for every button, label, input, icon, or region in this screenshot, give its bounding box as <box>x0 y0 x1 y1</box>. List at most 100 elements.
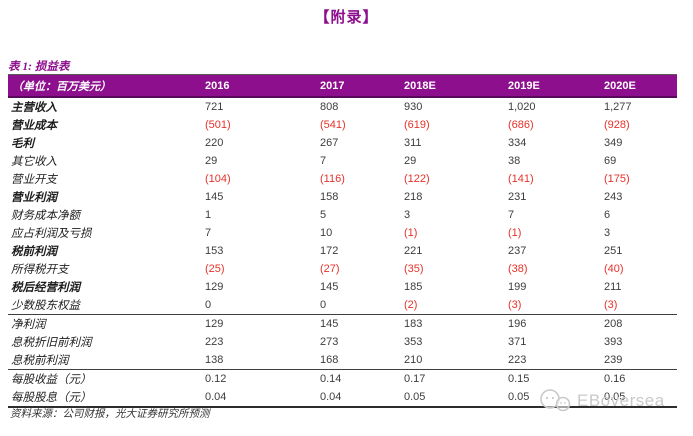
value-cell: 7 <box>508 209 515 221</box>
table-row: 息税前利润 138 168 210 223 239 <box>8 351 677 370</box>
source-note: 资料来源：公司财报，光大证券研究所预测 <box>10 409 210 420</box>
value-cell: 349 <box>604 137 623 149</box>
table-row: 营业成本 (501) (541) (619) (686) (928) <box>8 116 677 134</box>
column-header-2017: 2017 <box>320 74 404 98</box>
value-cell: 29 <box>404 155 417 167</box>
value-cell: 0.04 <box>205 388 320 408</box>
value-cell: 930 <box>404 101 423 113</box>
value-cell: 0.05 <box>604 388 677 408</box>
value-cell: 211 <box>604 281 622 293</box>
income-statement-table: （单位：百万美元） 2016 2017 2018E 2019E 2020E 主营… <box>8 74 677 408</box>
row-label: 应占利润及亏损 <box>11 228 92 240</box>
value-cell: 145 <box>205 191 224 203</box>
value-cell: (35) <box>404 263 424 275</box>
page-title: 【附录】 <box>314 9 379 26</box>
value-cell: 138 <box>205 351 320 370</box>
value-cell: 29 <box>205 155 218 167</box>
value-cell: 172 <box>320 245 339 257</box>
value-cell: 220 <box>205 137 224 149</box>
value-cell: 199 <box>508 281 527 293</box>
value-cell: 237 <box>508 245 527 257</box>
row-label: 营业利润 <box>11 192 57 204</box>
value-cell: (175) <box>604 173 630 185</box>
table-row: 息税折旧前利润 223 273 353 371 393 <box>8 333 677 351</box>
table-row: 营业利润 145 158 218 231 243 <box>8 188 677 206</box>
value-cell: 1 <box>205 209 212 221</box>
value-cell: 196 <box>508 318 527 330</box>
header-row: （单位：百万美元） 2016 2017 2018E 2019E 2020E <box>8 74 677 98</box>
value-cell: (141) <box>508 173 534 185</box>
value-cell: 0.05 <box>404 388 508 408</box>
row-label: 税前利润 <box>11 246 57 258</box>
value-cell: 3 <box>604 227 611 239</box>
value-cell: (116) <box>320 173 345 185</box>
row-label: 主营收入 <box>11 102 57 114</box>
value-cell: 7 <box>205 227 212 239</box>
value-cell: 145 <box>320 281 339 293</box>
value-cell: 1,020 <box>508 101 536 113</box>
table-row: 每股股息（元） 0.04 0.04 0.05 0.05 0.05 <box>8 388 677 408</box>
value-cell: 7 <box>320 155 327 167</box>
value-cell: (928) <box>604 119 630 131</box>
table-row: 税前利润 153 172 221 237 251 <box>8 242 677 260</box>
value-cell: 153 <box>205 245 224 257</box>
value-cell: 0.16 <box>604 373 626 385</box>
table-row: 每股收益（元） 0.12 0.14 0.17 0.15 0.16 <box>8 370 677 389</box>
table-row: 主营收入 721 808 930 1,020 1,277 <box>8 97 677 116</box>
value-cell: (501) <box>205 119 231 131</box>
table-caption: 表 1: 损益表 <box>8 61 70 73</box>
value-cell: 0.14 <box>320 373 342 385</box>
row-label: 息税折旧前利润 <box>11 337 92 349</box>
value-cell: 0.04 <box>320 388 404 408</box>
row-label: 营业开支 <box>11 174 57 186</box>
value-cell: 5 <box>320 209 327 221</box>
row-label: 营业成本 <box>11 120 57 132</box>
table-row: 所得税开支 (25) (27) (35) (38) (40) <box>8 260 677 278</box>
value-cell: 129 <box>205 318 224 330</box>
row-label: 每股股息（元） <box>8 388 205 408</box>
table-row: 少数股东权益 0 0 (2) (3) (3) <box>8 296 677 315</box>
value-cell: 0.05 <box>508 388 604 408</box>
value-cell: 0.12 <box>205 373 227 385</box>
value-cell: 267 <box>320 137 339 149</box>
row-label: 毛利 <box>11 138 34 150</box>
value-cell: 129 <box>205 281 224 293</box>
table-row: 应占利润及亏损 7 10 (1) (1) 3 <box>8 224 677 242</box>
table-row: 营业开支 (104) (116) (122) (141) (175) <box>8 170 677 188</box>
value-cell: 243 <box>604 191 623 203</box>
row-label: 税后经营利润 <box>11 282 80 294</box>
table-row: 净利润 129 145 183 196 208 <box>8 315 677 334</box>
column-header-2018e: 2018E <box>404 74 508 98</box>
row-label: 息税前利润 <box>8 351 205 370</box>
value-cell: 353 <box>404 336 423 348</box>
value-cell: 145 <box>320 318 339 330</box>
value-cell: (38) <box>508 263 528 275</box>
value-cell: 273 <box>320 336 339 348</box>
table-row: 财务成本净额 1 5 3 7 6 <box>8 206 677 224</box>
value-cell: 334 <box>508 137 527 149</box>
table-row: 毛利 220 267 311 334 349 <box>8 134 677 152</box>
column-header-2019e: 2019E <box>508 74 604 98</box>
table-body: 主营收入 721 808 930 1,020 1,277 营业成本 (501) (541) (61… <box>8 97 677 408</box>
value-cell: 185 <box>404 281 423 293</box>
unit-label: （单位：百万美元） <box>8 74 205 98</box>
value-cell: 0.15 <box>508 373 530 385</box>
row-label: 净利润 <box>11 319 46 331</box>
value-cell: 231 <box>508 191 527 203</box>
value-cell: (619) <box>404 119 430 131</box>
value-cell: 0.17 <box>404 373 426 385</box>
value-cell: (122) <box>404 173 430 185</box>
row-label: 每股收益（元） <box>11 374 92 386</box>
value-cell: 218 <box>404 191 423 203</box>
value-cell: (1) <box>404 227 418 239</box>
value-cell: 158 <box>320 191 339 203</box>
value-cell: 168 <box>320 351 404 370</box>
row-label: 所得税开支 <box>11 264 69 276</box>
value-cell: 6 <box>604 209 611 221</box>
value-cell: 208 <box>604 318 623 330</box>
value-cell: 808 <box>320 101 339 113</box>
value-cell: 221 <box>404 245 423 257</box>
value-cell: 239 <box>604 351 677 370</box>
column-header-2020e: 2020E <box>604 74 677 98</box>
value-cell: 311 <box>404 137 422 149</box>
